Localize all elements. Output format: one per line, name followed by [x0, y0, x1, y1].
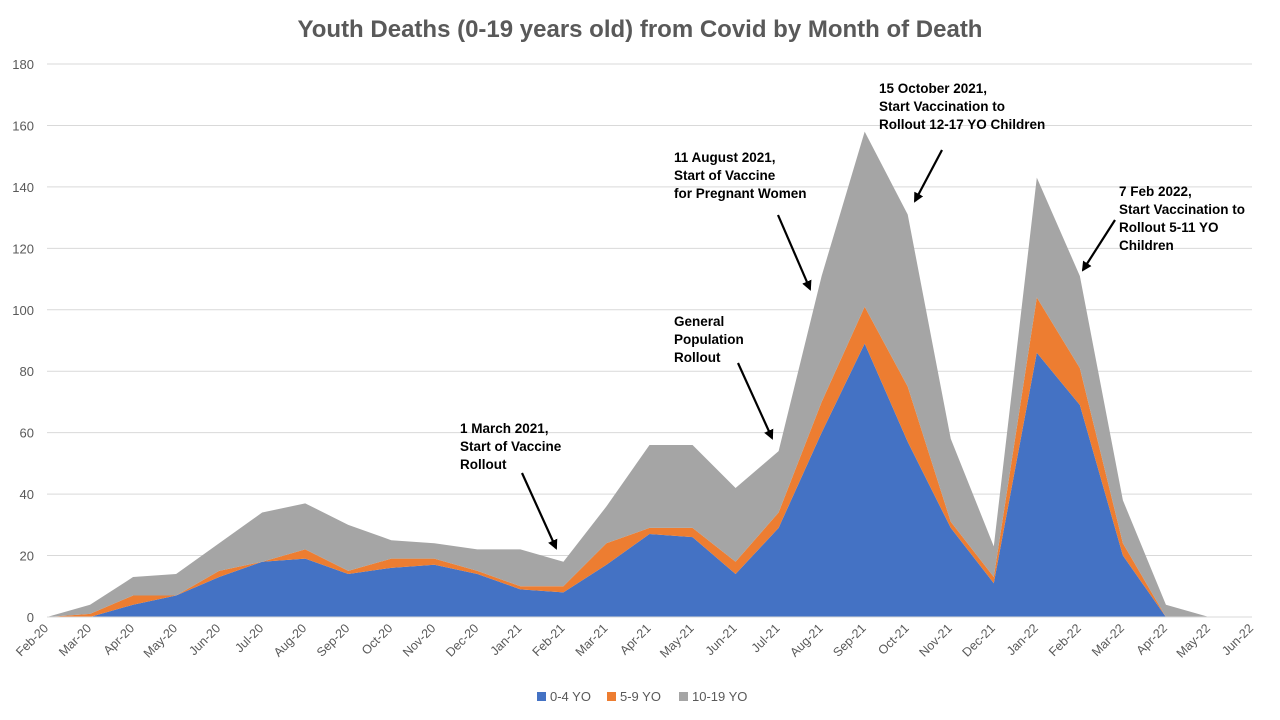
x-tick-label: Dec-21 — [960, 621, 998, 659]
x-tick-label: Feb-22 — [1046, 621, 1084, 659]
legend-swatch — [679, 692, 688, 701]
y-tick-label: 180 — [12, 57, 34, 72]
x-tick-label: Mar-22 — [1089, 621, 1127, 659]
x-tick-label: Sep-20 — [314, 621, 352, 659]
x-tick-label: Nov-20 — [400, 621, 438, 659]
y-tick-label: 0 — [27, 610, 34, 625]
x-tick-label: Feb-20 — [13, 621, 51, 659]
legend-label: 5-9 YO — [620, 689, 661, 704]
x-tick-label: Aug-21 — [787, 621, 825, 659]
legend-swatch — [607, 692, 616, 701]
x-tick-label: Jan-21 — [488, 621, 525, 658]
x-tick-label: Apr-21 — [617, 621, 653, 657]
annotation-text: 7 Feb 2022, Start Vaccination to Rollout 5… — [1119, 184, 1245, 253]
x-tick-label: Jan-22 — [1004, 621, 1041, 658]
y-tick-label: 160 — [12, 118, 34, 133]
legend: 0-4 YO 5-9 YO 10-19 YO — [537, 689, 747, 704]
x-tick-label: Jun-20 — [186, 621, 223, 658]
legend-label: 0-4 YO — [550, 689, 591, 704]
x-tick-label: May-22 — [1174, 621, 1213, 660]
y-tick-label: 100 — [12, 303, 34, 318]
y-tick-label: 120 — [12, 241, 34, 256]
x-tick-label: Oct-21 — [875, 621, 911, 657]
y-tick-label: 80 — [20, 364, 34, 379]
annotation-text: 15 October 2021, Start Vaccination to Roll… — [879, 81, 1045, 132]
x-tick-label: Apr-22 — [1134, 621, 1170, 657]
x-tick-label: Oct-20 — [359, 621, 395, 657]
y-tick-label: 140 — [12, 180, 34, 195]
x-tick-label: Jun-21 — [703, 621, 740, 658]
x-axis-ticks: Feb-20 Mar-20 Apr-20 May-20 Jun-20 Jul-20 Aug-… — [13, 621, 1256, 660]
x-tick-label: Jun-22 — [1219, 621, 1256, 658]
x-tick-label: Apr-20 — [101, 621, 137, 657]
series-areas — [47, 131, 1252, 617]
x-tick-label: Aug-20 — [271, 621, 309, 659]
area-series-0-4-yo — [47, 343, 1252, 617]
annotations: 1 March 2021, Start of Vaccine Rollout Gene… — [460, 81, 1245, 550]
x-tick-label: May-21 — [657, 621, 696, 660]
x-tick-label: Feb-21 — [530, 621, 568, 659]
x-tick-label: Nov-21 — [916, 621, 954, 659]
x-tick-label: Mar-21 — [573, 621, 611, 659]
annotation-arrow — [736, 362, 774, 440]
annotation-arrow — [914, 149, 943, 203]
annotation-arrow — [776, 214, 812, 291]
annotation-text: 1 March 2021, Start of Vaccine Rollout — [460, 421, 562, 472]
annotation-text: General Population Rollout — [674, 314, 744, 365]
x-tick-label: May-20 — [141, 621, 180, 660]
y-tick-label: 60 — [20, 426, 34, 441]
x-tick-label: Mar-20 — [56, 621, 94, 659]
annotation-arrow — [1081, 219, 1116, 272]
y-tick-label: 40 — [20, 487, 34, 502]
x-tick-label: Jul-21 — [749, 621, 783, 655]
gridlines — [47, 63, 1252, 557]
annotation-text: 11 August 2021, Start of Vaccine for Pregn… — [674, 150, 807, 201]
x-tick-label: Dec-20 — [443, 621, 481, 659]
area-series-10-19-yo — [47, 131, 1252, 617]
x-tick-label: Jul-20 — [232, 621, 266, 655]
x-tick-label: Sep-21 — [830, 621, 868, 659]
annotation-arrow — [520, 472, 558, 550]
legend-label: 10-19 YO — [692, 689, 747, 704]
legend-swatch — [537, 692, 546, 701]
y-tick-label: 20 — [20, 549, 34, 564]
y-axis-ticks: 0 20 40 60 80 100 120 140 160 180 — [12, 57, 34, 625]
chart-title: Youth Deaths (0-19 years old) from Covid… — [298, 16, 983, 43]
